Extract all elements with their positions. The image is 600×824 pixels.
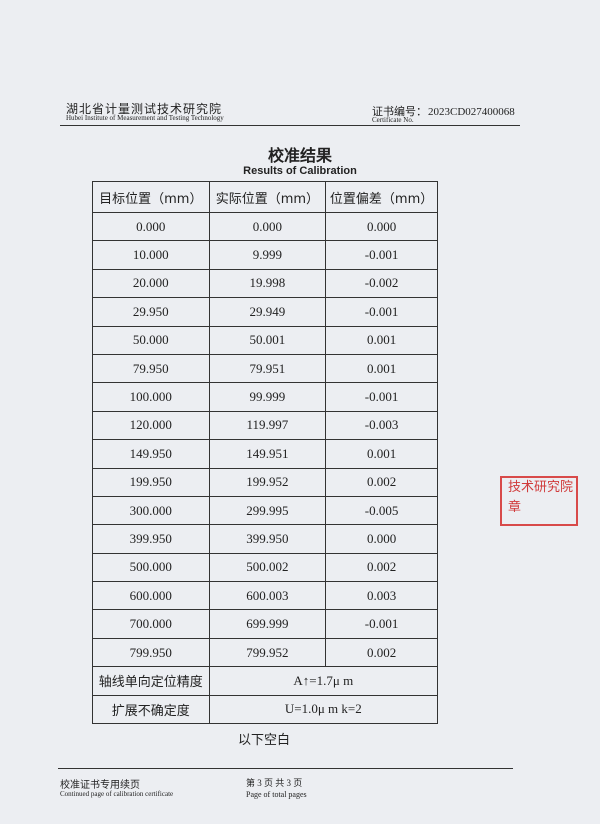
header-rule (60, 125, 520, 126)
cell: 500.002 (208, 552, 327, 583)
cell: 0.000 (92, 211, 210, 242)
institute-en: Hubei Institute of Measurement and Testi… (66, 114, 224, 122)
cell: -0.001 (325, 382, 438, 412)
cell: 799.952 (208, 637, 327, 668)
cell: 0.001 (325, 325, 438, 355)
footer-page-en: Page of total pages (246, 790, 307, 799)
cell: 0.003 (325, 581, 438, 611)
cell: 399.950 (92, 524, 210, 554)
cell: -0.001 (325, 240, 438, 270)
cell: 29.949 (208, 297, 327, 327)
title: 校准结果 (267, 146, 332, 165)
column-header: 目标位置（mm） (92, 181, 210, 213)
cell: -0.005 (325, 495, 438, 526)
cell: 0.000 (208, 211, 327, 242)
data-row: 20.000 19.998 -0.002 (92, 268, 438, 299)
data-row: 300.000 299.995 -0.005 (92, 495, 438, 526)
cell: 100.000 (92, 382, 210, 412)
cell: 199.950 (92, 467, 210, 497)
data-row: 29.950 29.949 -0.001 (92, 297, 438, 327)
data-row: 600.000 600.003 0.003 (92, 581, 438, 611)
cell: 399.950 (208, 524, 327, 554)
cell: 300.000 (92, 495, 210, 526)
cell: 299.995 (208, 495, 327, 526)
cell: 0.002 (325, 467, 438, 497)
cert-label-cn: 证书编号： (372, 105, 427, 118)
summary-label: 轴线单向定位精度 (92, 666, 210, 696)
data-row: 700.000 699.999 -0.001 (92, 609, 438, 639)
cell: 149.950 (92, 439, 210, 469)
summary-row: 轴线单向定位精度 A↑=1.7μ m (92, 666, 439, 696)
data-row: 120.000 119.997 -0.003 (92, 410, 438, 441)
cell: 29.950 (92, 297, 210, 327)
footer-left-cn: 校准证书专用续页 (60, 780, 140, 791)
cell: 20.000 (92, 268, 210, 299)
data-row: 149.950 149.951 0.001 (92, 439, 438, 469)
column-header: 位置偏差（mm） (325, 181, 438, 213)
summary-label: 扩展不确定度 (92, 694, 210, 725)
cell: 600.000 (92, 581, 210, 611)
cell: 0.002 (325, 552, 438, 583)
cell: 0.000 (325, 211, 438, 242)
data-row: 79.950 79.951 0.001 (92, 353, 438, 384)
cell: 79.950 (92, 353, 210, 384)
summary-row: 扩展不确定度 U=1.0μ m k=2 (92, 694, 439, 725)
cert-label-en: Certificate No. (372, 116, 414, 124)
cell: 120.000 (92, 410, 210, 441)
data-row: 10.000 9.999 -0.001 (92, 240, 438, 270)
cell: 0.001 (325, 439, 438, 469)
cell: 0.002 (325, 637, 438, 668)
cell: 50.001 (208, 325, 327, 355)
cert-no: 2023CD027400068 (428, 106, 515, 118)
data-row: 500.000 500.002 0.002 (92, 552, 438, 583)
cell: 500.000 (92, 552, 210, 583)
cell: 149.951 (208, 439, 327, 469)
cell: 50.000 (92, 325, 210, 355)
institute-cn: 湖北省计量测试技术研究院 (66, 102, 223, 116)
cell: -0.001 (325, 297, 438, 327)
data-row: 399.950 399.950 0.000 (92, 524, 438, 554)
blank-note: 以下空白 (237, 733, 290, 748)
cell: -0.002 (325, 268, 438, 299)
cell: 799.950 (92, 637, 210, 668)
cell: 9.999 (208, 240, 327, 270)
footer-rule (58, 768, 513, 769)
cell: 199.952 (208, 467, 327, 497)
cell: 600.003 (208, 581, 327, 611)
cell: 19.998 (208, 268, 327, 299)
data-row: 0.000 0.000 0.000 (92, 211, 438, 242)
results-table: 目标位置（mm） 实际位置（mm） 位置偏差（mm） 0.000 0.000 0.000 1… (92, 181, 439, 725)
stamp-text: 章 (508, 500, 522, 515)
footer-page-cn: 第 3 页 共 3 页 (246, 778, 303, 788)
header-row: 目标位置（mm） 实际位置（mm） 位置偏差（mm） (92, 181, 438, 213)
subtitle: Results of Calibration (243, 165, 357, 177)
cell: 0.000 (325, 524, 438, 554)
cell: 700.000 (92, 609, 210, 639)
stamp-text: 技术研究院 (508, 480, 574, 495)
cell: 119.997 (208, 410, 327, 441)
cell: 79.951 (208, 353, 327, 384)
cell: -0.003 (325, 410, 438, 441)
summary-value: A↑=1.7μ m (208, 666, 439, 696)
data-row: 50.000 50.001 0.001 (92, 325, 438, 355)
stamp: 技术研究院章 (500, 476, 578, 526)
footer-left-en: Continued page of calibration certificat… (60, 790, 174, 798)
cell: 699.999 (208, 609, 327, 639)
column-header: 实际位置（mm） (208, 181, 327, 213)
data-row: 799.950 799.952 0.002 (92, 637, 438, 668)
cell: 0.001 (325, 353, 438, 384)
cell: 10.000 (92, 240, 210, 270)
cell: 99.999 (208, 382, 327, 412)
summary-value: U=1.0μ m k=2 (208, 694, 439, 725)
cell: -0.001 (325, 609, 438, 639)
data-row: 100.000 99.999 -0.001 (92, 382, 438, 412)
data-row: 199.950 199.952 0.002 (92, 467, 438, 497)
